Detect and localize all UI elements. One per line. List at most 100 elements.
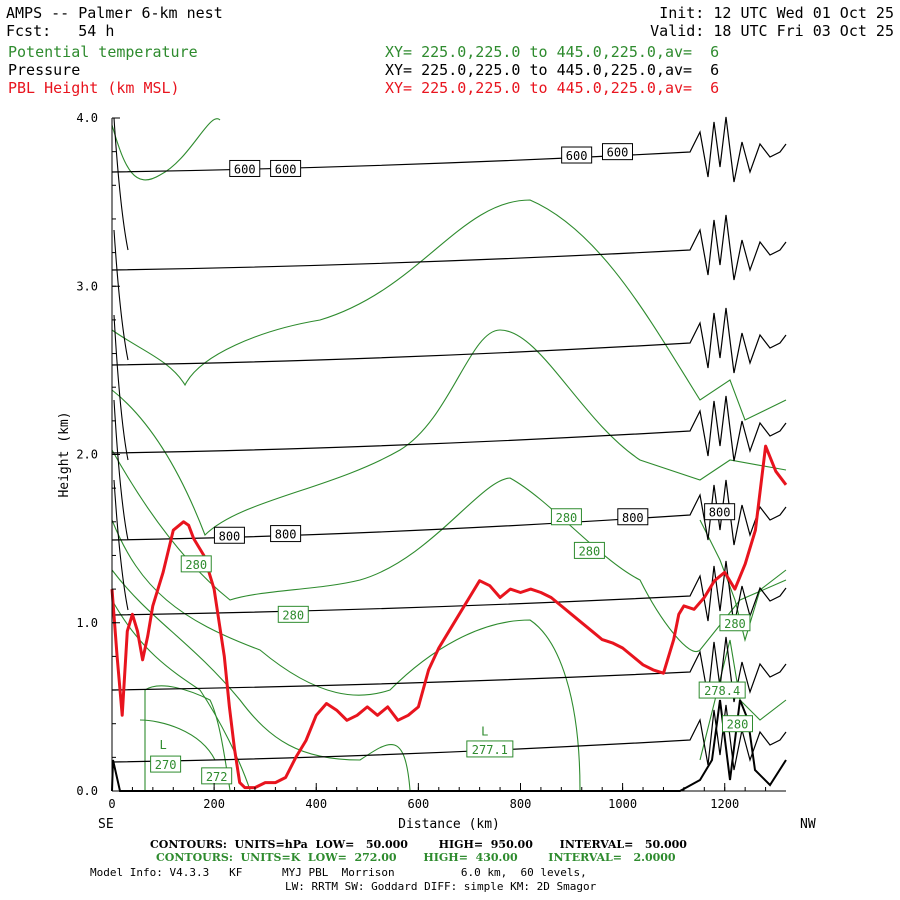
x-tick-label: 0	[108, 797, 115, 811]
pressure-contour	[111, 307, 787, 374]
footer-physics: LW: RRTM SW: Goddard DIFF: simple KM: 2D…	[285, 880, 597, 893]
pressure-contour	[113, 229, 129, 361]
pressure-contour	[111, 479, 787, 546]
pressure-contour	[113, 314, 129, 461]
theta-contour	[111, 519, 581, 791]
x-tick-label: 1000	[608, 797, 637, 811]
legend-potential-temperature: Potential temperature	[8, 43, 198, 61]
legend-pressure: Pressure	[8, 61, 81, 79]
y-tick-label: 3.0	[76, 279, 98, 293]
pressure-label: 800	[270, 525, 302, 543]
pressure-contour	[111, 116, 787, 183]
theta-contour	[111, 118, 221, 181]
theta-label-text: 277.1	[472, 743, 508, 757]
pressure-label-box	[704, 503, 736, 521]
pressure-label-box	[270, 159, 302, 177]
theta-label-text: 280	[185, 558, 207, 572]
pressure-contour	[113, 399, 129, 541]
pbl-height-line	[110, 444, 788, 790]
theta-label-box	[550, 508, 582, 526]
pressure-label-text: 600	[566, 149, 588, 163]
pressure-label-text: 800	[219, 529, 241, 543]
pressure-contour	[111, 636, 787, 703]
theta-label: 280	[550, 508, 582, 526]
axes: 0.0 1.0 2.0 3.0 4.0 0 200 400 600 800 1000 1200 Dist…	[57, 111, 816, 832]
theta-contour	[699, 639, 787, 761]
pressure-label: 600	[561, 146, 593, 164]
init-time: Init: 12 UTC Wed 01 Oct 25	[659, 4, 894, 22]
pressure-contour	[111, 395, 787, 462]
pressure-label-box	[213, 526, 245, 544]
pressure-contour	[113, 117, 129, 251]
y-tick-label: 0.0	[76, 784, 98, 798]
pressure-label-text: 600	[234, 162, 256, 176]
legend-pbl-height: PBL Height (km MSL)	[8, 79, 180, 97]
theta-label: 270	[150, 755, 182, 773]
theta-label-box	[721, 715, 753, 733]
forecast-hour: Fcst: 54 h	[6, 22, 115, 40]
pressure-label: 600	[229, 159, 261, 177]
chart-title: AMPS -- Palmer 6-km nest	[6, 4, 223, 22]
theta-label-box	[698, 681, 746, 699]
pressure-label-text: 600	[275, 162, 297, 176]
contour-labels: 600 600 600 600 800 800 800 800 280 280 280 280 280 2…	[150, 143, 753, 785]
theta-label: 280	[180, 555, 212, 573]
theta-label-box	[201, 767, 233, 785]
theta-contour	[139, 719, 216, 761]
theta-label-text: 280	[282, 608, 304, 622]
x-right-end-label: NW	[800, 817, 816, 832]
extrema-label: L	[159, 738, 166, 752]
theta-contour	[144, 685, 231, 791]
theta-label-text: 270	[155, 758, 177, 772]
pbl-height-series	[110, 444, 788, 790]
theta-label: 272	[201, 767, 233, 785]
pressure-label-box	[270, 525, 302, 543]
x-tick-label: 800	[510, 797, 532, 811]
pressure-label-box	[229, 159, 261, 177]
pressure-label-text: 800	[275, 528, 297, 542]
xy-pressure: XY= 225.0,225.0 to 445.0,225.0,av= 6	[385, 61, 720, 79]
theta-label: 280	[277, 605, 309, 623]
pressure-label: 800	[617, 508, 649, 526]
pressure-label: 600	[602, 143, 633, 161]
theta-label-text: 280	[556, 511, 578, 525]
pressure-label: 800	[213, 526, 245, 544]
pressure-contours	[111, 116, 787, 771]
pressure-label-box	[602, 143, 633, 161]
footer-model-info: Model Info: V4.3.3 KF MYJ PBL Morrison 6…	[90, 866, 587, 879]
pressure-label-box	[561, 146, 593, 164]
theta-label-box	[466, 740, 514, 758]
theta-label-box	[150, 755, 182, 773]
xy-pbl-height: XY= 225.0,225.0 to 445.0,225.0,av= 6	[385, 79, 720, 97]
valid-time: Valid: 18 UTC Fri 03 Oct 25	[650, 22, 894, 40]
pressure-contour	[111, 704, 787, 771]
theta-label-box	[573, 541, 605, 559]
theta-contour	[111, 449, 787, 653]
pressure-contour	[111, 214, 787, 281]
y-tick-label: 2.0	[76, 448, 98, 462]
pressure-contour	[111, 560, 787, 627]
theta-label-text: 278.4	[704, 684, 740, 698]
footer-contours-hpa: CONTOURS: UNITS=hPa LOW= 50.000 HIGH= 95…	[150, 838, 687, 851]
x-left-end-label: SE	[98, 817, 114, 832]
theta-label-text: 280	[724, 617, 746, 631]
pressure-label-text: 600	[607, 146, 629, 160]
theta-label: 280	[721, 715, 753, 733]
pressure-label: 600	[270, 159, 302, 177]
theta-contour	[111, 569, 411, 791]
y-tick-label: 1.0	[76, 616, 98, 630]
theta-label: 280	[573, 541, 605, 559]
theta-label-text: 280	[579, 544, 601, 558]
pressure-label-box	[617, 508, 649, 526]
x-tick-label: 1200	[710, 797, 739, 811]
theta-label: 280	[719, 614, 751, 632]
theta-label: 278.4	[698, 681, 746, 699]
pressure-contour	[113, 479, 129, 611]
y-tick-label: 4.0	[76, 111, 98, 125]
x-axis-label: Distance (km)	[398, 817, 500, 832]
potential-temperature-contours	[111, 118, 787, 791]
x-tick-label: 200	[203, 797, 225, 811]
pressure-label-text: 800	[622, 511, 644, 525]
theta-label-text: 280	[727, 718, 749, 732]
